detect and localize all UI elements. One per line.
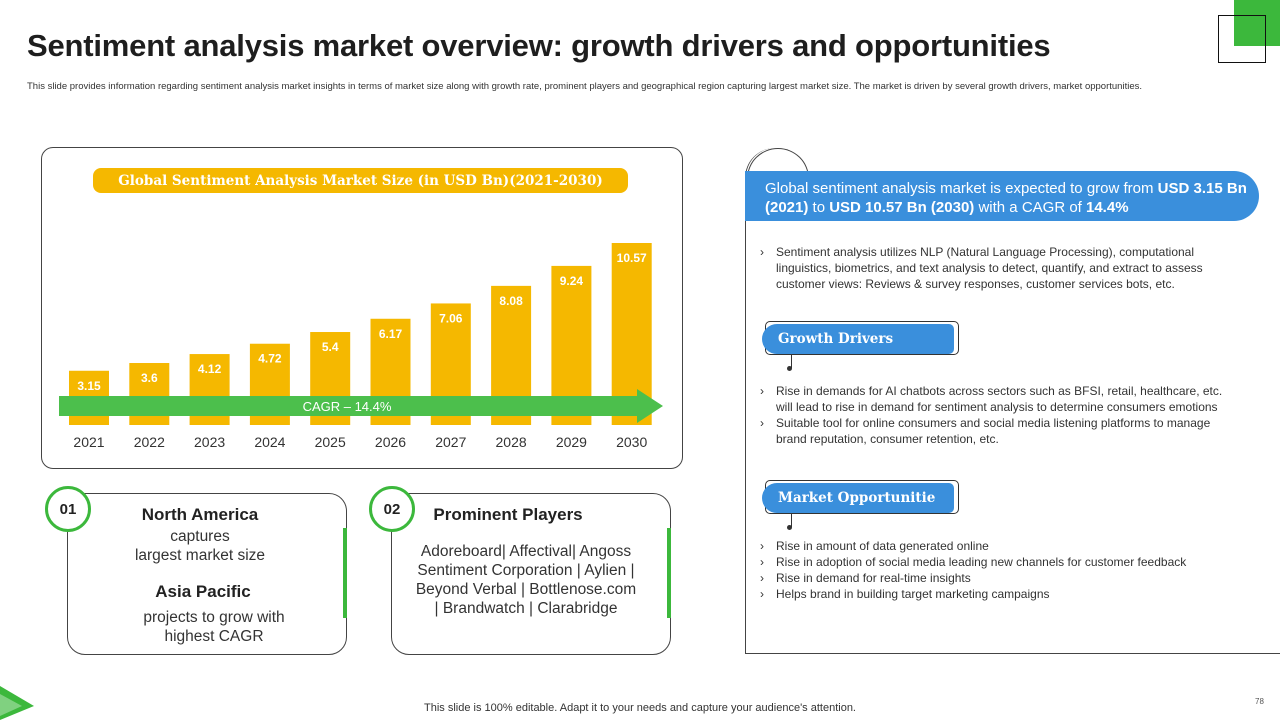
x-tick-label: 2021 bbox=[73, 434, 104, 450]
region-card bbox=[67, 493, 347, 655]
insights-panel bbox=[745, 148, 1280, 654]
market-opportunity-label: Market Opportunitie bbox=[762, 483, 954, 513]
market-opportunity-pin-dot bbox=[787, 525, 792, 530]
banner-text: Global sentiment analysis market is expe… bbox=[765, 180, 1158, 197]
asia-pacific-text-line1: projects to grow with bbox=[143, 609, 285, 626]
bar-value-label: 3.6 bbox=[141, 371, 158, 385]
opportunity-bullet: Rise in amount of data generated online bbox=[756, 538, 1246, 554]
north-america-text-line1: captures bbox=[170, 528, 230, 545]
asia-pacific-text-line2: highest CAGR bbox=[164, 628, 264, 645]
bar-value-label: 9.24 bbox=[560, 274, 584, 288]
opportunity-bullet: Rise in demand for real-time insights bbox=[756, 570, 1246, 586]
bar-value-label: 7.06 bbox=[439, 311, 463, 325]
growth-driver-bullet: Suitable tool for online consumers and s… bbox=[756, 415, 1226, 447]
growth-drivers-list: Rise in demands for AI chatbots across s… bbox=[756, 383, 1226, 447]
prominent-players-heading: Prominent Players bbox=[433, 505, 583, 524]
market-size-bar-chart: 3.15 2021 3.6 2022 4.12 2023 4.72 2024 5.4 2025 6.… bbox=[59, 243, 663, 450]
north-america-heading: North America bbox=[141, 505, 259, 524]
footer-note: This slide is 100% editable. Adapt it to… bbox=[424, 702, 856, 714]
corner-decoration-green bbox=[1234, 0, 1280, 46]
north-america-text-line2: largest market size bbox=[134, 547, 266, 564]
cagr-arrow bbox=[59, 389, 663, 423]
x-tick-label: 2026 bbox=[375, 434, 406, 450]
growth-driver-bullet: Rise in demands for AI chatbots across s… bbox=[756, 383, 1226, 415]
bar-value-label: 8.08 bbox=[499, 294, 523, 308]
x-tick-label: 2029 bbox=[556, 434, 587, 450]
region-card-accent bbox=[343, 528, 347, 618]
bar-value-label: 4.72 bbox=[258, 352, 282, 366]
market-opportunity-list: Rise in amount of data generated online … bbox=[756, 538, 1246, 602]
corner-decoration-outline bbox=[1218, 15, 1266, 63]
market-opportunity-pin bbox=[791, 513, 792, 527]
bar-value-label: 5.4 bbox=[322, 340, 339, 354]
players-line: Beyond Verbal | Bottlenose.com bbox=[415, 581, 637, 598]
page-number: 78 bbox=[1255, 697, 1264, 706]
banner-highlight: USD 10.57 Bn (2030) bbox=[829, 199, 975, 216]
players-card bbox=[391, 493, 671, 655]
x-tick-label: 2024 bbox=[254, 434, 285, 450]
asia-pacific-heading: Asia Pacific bbox=[155, 582, 251, 601]
players-line: | Brandwatch | Clarabridge bbox=[434, 600, 618, 617]
corner-arrow-decoration bbox=[0, 686, 34, 720]
page-title: Sentiment analysis market overview: grow… bbox=[27, 28, 1051, 63]
market-forecast-banner: Global sentiment analysis market is expe… bbox=[745, 171, 1259, 221]
bar-value-label: 3.15 bbox=[77, 379, 101, 393]
players-card-badge: 02 bbox=[369, 486, 415, 532]
growth-drivers-pin bbox=[791, 354, 792, 368]
growth-drivers-label: Growth Drivers bbox=[762, 324, 954, 354]
chart-title: Global Sentiment Analysis Market Size (i… bbox=[93, 168, 628, 193]
growth-drivers-pin-dot bbox=[787, 366, 792, 371]
players-line: Adoreboard| Affectival| Angoss bbox=[420, 543, 632, 560]
intro-bullet-list: Sentiment analysis utilizes NLP (Natural… bbox=[756, 244, 1216, 292]
x-tick-label: 2023 bbox=[194, 434, 225, 450]
opportunity-bullet: Helps brand in building target marketing… bbox=[756, 586, 1246, 602]
x-tick-label: 2022 bbox=[134, 434, 165, 450]
players-line: Sentiment Corporation | Aylien | bbox=[417, 562, 635, 579]
banner-highlight: 14.4% bbox=[1086, 199, 1129, 216]
bar-value-label: 4.12 bbox=[198, 362, 222, 376]
bar-value-label: 6.17 bbox=[379, 327, 403, 341]
chart-panel bbox=[41, 147, 683, 469]
region-card-badge: 01 bbox=[45, 486, 91, 532]
x-tick-label: 2025 bbox=[315, 434, 346, 450]
intro-bullet: Sentiment analysis utilizes NLP (Natural… bbox=[756, 244, 1216, 292]
page-subtitle: This slide provides information regardin… bbox=[27, 81, 1142, 92]
cagr-label: CAGR – 14.4% bbox=[303, 399, 392, 414]
x-tick-label: 2030 bbox=[616, 434, 647, 450]
opportunity-bullet: Rise in adoption of social media leading… bbox=[756, 554, 1246, 570]
banner-text: to bbox=[808, 199, 830, 216]
players-card-accent bbox=[667, 528, 671, 618]
x-tick-label: 2028 bbox=[496, 434, 527, 450]
x-tick-label: 2027 bbox=[435, 434, 466, 450]
banner-text: with a CAGR of bbox=[974, 199, 1086, 216]
banner-highlight: USD 3.15 Bn (2021) bbox=[765, 180, 1247, 216]
bar-value-label: 10.57 bbox=[617, 251, 647, 265]
